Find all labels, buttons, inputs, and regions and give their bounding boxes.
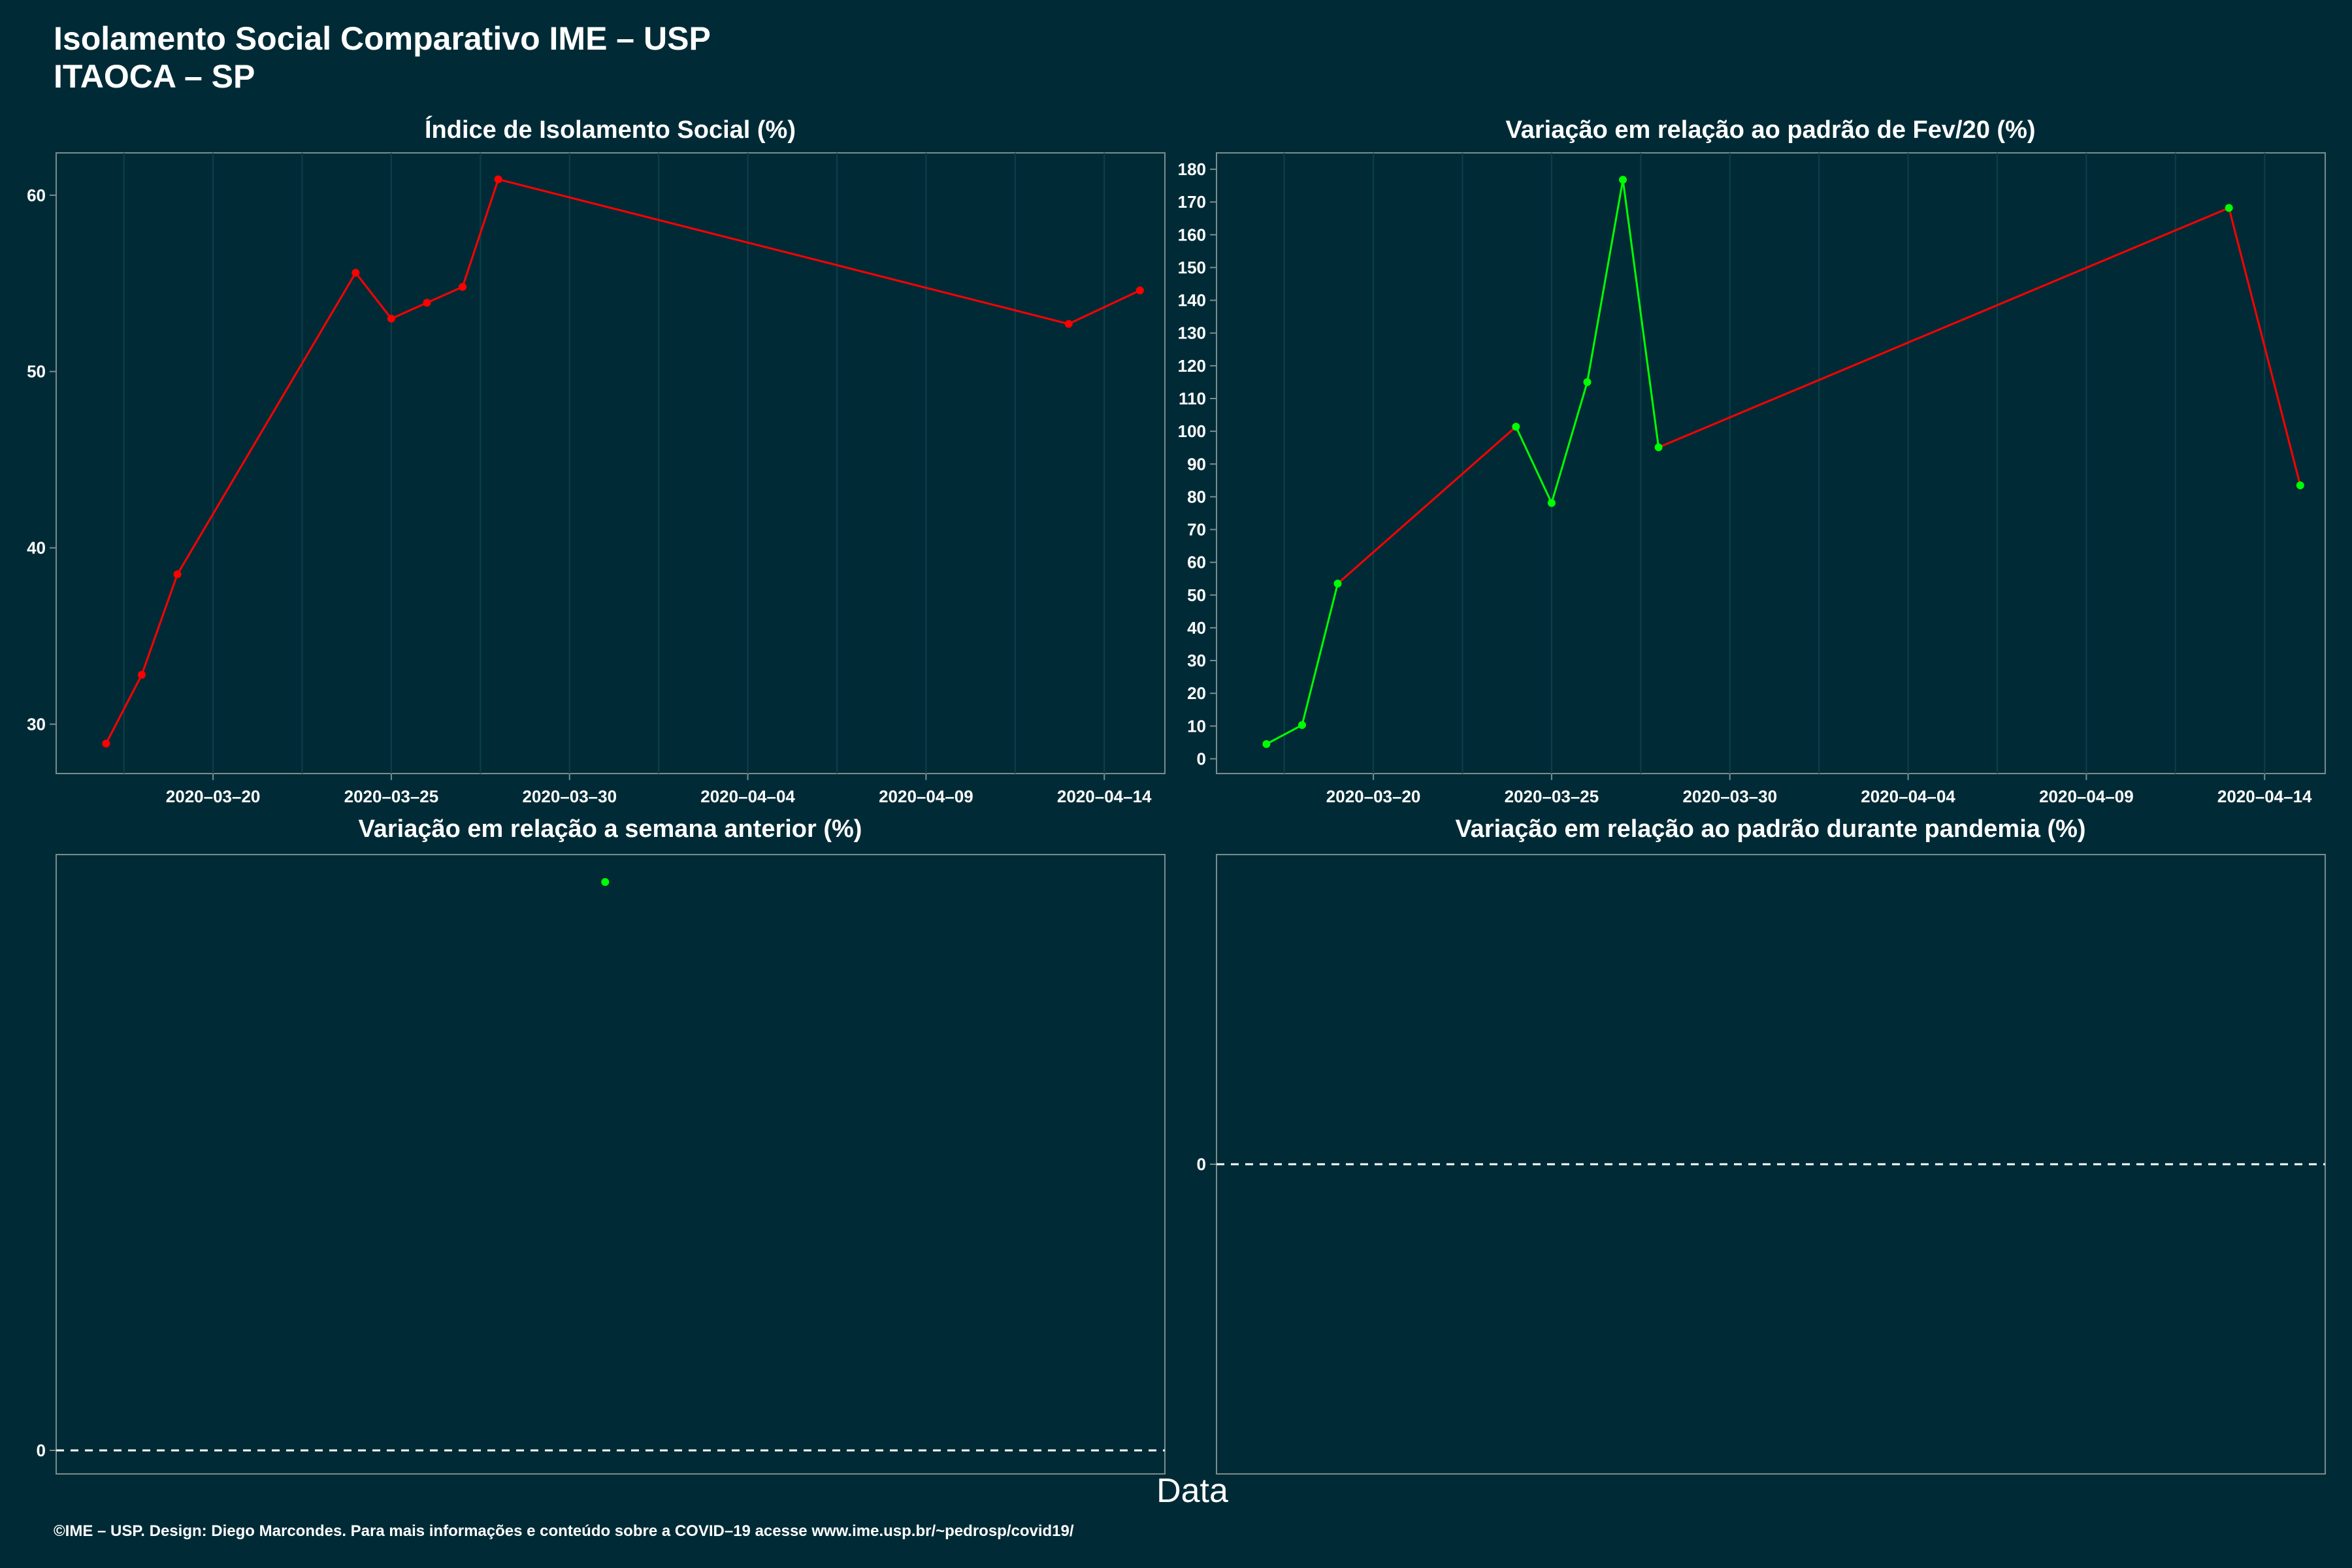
panel-title-semana: Variação em relação a semana anterior (%… <box>358 815 862 843</box>
data-point <box>423 299 431 307</box>
y-tick-label: 40 <box>1187 618 1206 638</box>
series-segment <box>1301 583 1339 726</box>
data-point <box>1547 498 1556 507</box>
data-point <box>494 175 502 184</box>
series-segment <box>1550 382 1588 504</box>
series-segment <box>426 286 463 304</box>
x-axis-label: Data <box>1156 1472 1228 1510</box>
plot-border <box>1216 854 2326 1475</box>
x-tick-label: 2020–03–20 <box>1326 787 1421 806</box>
panel-title-fev: Variação em relação ao padrão de Fev/20 … <box>1505 116 2036 144</box>
y-tick-label: 100 <box>1178 421 1206 441</box>
plot-border <box>1216 152 2326 774</box>
data-point <box>173 570 182 579</box>
series-segment <box>1337 425 1517 585</box>
y-tick-label: 130 <box>1178 323 1206 343</box>
y-tick-label: 80 <box>1187 487 1206 506</box>
data-point <box>1298 721 1306 729</box>
data-point <box>1333 580 1342 588</box>
y-tick-label: 30 <box>1187 651 1206 670</box>
y-tick-label: 90 <box>1187 454 1206 474</box>
plot-border <box>56 152 1166 774</box>
y-tick-label: 120 <box>1178 356 1206 376</box>
y-tick-label: 160 <box>1178 225 1206 244</box>
data-point <box>351 269 360 277</box>
data-point <box>1262 740 1271 748</box>
data-point <box>1583 378 1592 386</box>
series-segment <box>355 272 393 319</box>
data-point <box>137 670 146 679</box>
series-segment <box>498 178 1070 325</box>
y-tick-label: 20 <box>1187 683 1206 703</box>
x-tick-label: 2020–03–20 <box>166 787 261 806</box>
y-tick-label: 0 <box>37 1441 46 1460</box>
data-point <box>1064 319 1073 328</box>
x-tick-label: 2020–04–04 <box>1861 787 1955 806</box>
gridlines <box>1283 153 2266 774</box>
data-point <box>1135 286 1144 295</box>
x-tick-label: 2020–03–30 <box>522 787 617 806</box>
y-tick-label: 170 <box>1178 192 1206 212</box>
y-tick-label: 110 <box>1179 389 1206 408</box>
panel-indice: 30 40 50 60 2020–03–20 2020–03–25 2020–03–30 20… <box>27 152 1166 806</box>
data-point <box>1619 176 1627 184</box>
data-point <box>387 314 395 323</box>
x-tick-label: 2020–04–04 <box>700 787 795 806</box>
data-point <box>2296 481 2304 489</box>
series-segment <box>1068 289 1141 325</box>
y-tick-label: 150 <box>1178 257 1206 277</box>
panel-fev: 0 10 20 30 40 50 60 70 80 90 100 110 120 130 140 150 160… <box>1178 152 2326 806</box>
plot-border <box>56 854 1166 1475</box>
panel-pandemia: 0 <box>1197 854 2326 1475</box>
y-tick-label: 0 <box>1197 749 1206 768</box>
y-tick-label: 50 <box>1187 585 1206 605</box>
x-tick-label: 2020–03–25 <box>1505 787 1599 806</box>
series-segment <box>140 574 178 676</box>
data-point <box>2225 204 2233 212</box>
data-point <box>1654 443 1663 451</box>
y-tick-label: 30 <box>27 714 46 734</box>
footer-credits: ©IME – USP. Design: Diego Marcondes. Par… <box>54 1522 1074 1540</box>
y-tick-label: 140 <box>1178 291 1206 310</box>
y-tick-label: 70 <box>1187 520 1206 540</box>
y-tick-label: 50 <box>27 362 46 382</box>
x-tick-label: 2020–04–14 <box>2217 787 2312 806</box>
y-tick-label: 40 <box>27 538 46 558</box>
series-segment <box>1586 179 1624 383</box>
series-segment <box>391 302 428 320</box>
y-tick-label: 60 <box>27 186 46 205</box>
series-segment <box>461 179 500 287</box>
panel-semana: 0 <box>37 854 1166 1475</box>
data-point <box>102 740 110 748</box>
data-point <box>1512 423 1520 431</box>
y-tick-label: 180 <box>1178 159 1206 179</box>
gridlines <box>123 153 1105 774</box>
page-title: Isolamento Social Comparativo IME – USP <box>54 20 711 57</box>
series-segment <box>105 674 143 744</box>
x-tick-label: 2020–04–14 <box>1057 787 1152 806</box>
y-tick-label: 0 <box>1197 1154 1206 1174</box>
x-tick-label: 2020–04–09 <box>879 787 973 806</box>
series-segment <box>176 272 357 575</box>
y-tick-label: 60 <box>1187 553 1206 572</box>
panel-title-pandemia: Variação em relação ao padrão durante pa… <box>1455 815 2086 843</box>
page-subtitle: ITAOCA – SP <box>54 58 255 95</box>
data-point <box>601 878 610 886</box>
series-segment <box>1622 179 1660 448</box>
series-segment <box>2228 207 2302 486</box>
series-segment <box>1658 206 2230 449</box>
x-tick-label: 2020–04–09 <box>2039 787 2134 806</box>
x-tick-label: 2020–03–25 <box>344 787 439 806</box>
series-segment <box>1266 724 1303 745</box>
data-point <box>459 283 467 291</box>
y-tick-label: 10 <box>1187 716 1206 736</box>
series-segment <box>1514 426 1553 504</box>
panel-title-indice: Índice de Isolamento Social (%) <box>424 116 796 144</box>
x-tick-label: 2020–03–30 <box>1682 787 1777 806</box>
